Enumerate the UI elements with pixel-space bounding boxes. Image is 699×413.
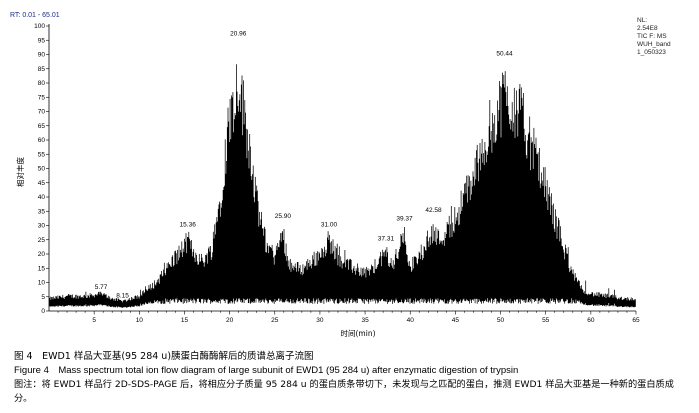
peak-label: 20.96 [230,30,247,37]
y-tick-label: 35 [38,208,46,215]
x-tick-label: 65 [632,317,640,324]
y-tick-label: 10 [38,280,46,287]
x-tick-label: 20 [226,317,234,324]
info-line: TIC F: MS [637,33,667,40]
figure-caption-zh: 图 4 EWD1 样品大亚基(95 284 u)胰蛋白酶酶解后的质谱总离子流图 [14,351,314,362]
x-tick-label: 55 [542,317,550,324]
y-tick-label: 30 [38,223,46,230]
y-tick-label: 70 [38,109,46,116]
y-tick-label: 50 [38,166,46,173]
info-block: NL: 2.54E8 TIC F: MS WUH_band 1_050323 [637,17,671,56]
x-tick-label: 45 [452,317,460,324]
y-tick-label: 80 [38,80,46,87]
figure-note: 图注：将 EWD1 样品行 2D-SDS-PAGE 后，将相应分子质量 95 2… [14,379,674,404]
x-tick-label: 40 [407,317,415,324]
peak-label: 42.58 [425,207,442,214]
y-tick-label: 95 [38,37,46,44]
y-tick-label: 75 [38,94,46,101]
y-tick-label: 20 [38,251,46,258]
figure-caption-en: Figure 4 Mass spectrum total ion flow di… [14,365,519,376]
y-tick-label: 40 [38,194,46,201]
y-tick-label: 90 [38,52,46,59]
x-tick-label: 30 [316,317,324,324]
x-tick-label: 5 [92,317,96,324]
y-tick-label: 45 [38,180,46,187]
x-axis-label: 时间(min) [341,328,376,338]
rt-range-label: RT: 0.01 - 65.01 [10,12,60,19]
info-line: 2.54E8 [637,25,658,32]
peak-label: 39.37 [396,216,413,223]
peak-label: 5.77 [95,284,108,291]
y-tick-label: 15 [38,265,46,272]
y-tick-label: 0 [41,308,45,315]
x-tick-label: 35 [361,317,369,324]
y-tick-label: 65 [38,123,46,130]
peak-label: 25.90 [275,213,292,220]
x-tick-label: 60 [587,317,595,324]
x-tick-label: 25 [271,317,279,324]
x-tick-label: 10 [136,317,144,324]
peak-label: 50.44 [496,50,513,57]
y-axis-label: 相对丰度 [15,157,25,187]
peak-label: 8.15 [116,293,129,300]
y-tick-label: 55 [38,151,46,158]
y-tick-label: 100 [34,23,45,30]
x-tick-label: 15 [181,317,189,324]
info-line: 1_050323 [637,49,666,56]
peak-label: 15.36 [180,221,197,228]
peak-label: 37.31 [378,236,395,243]
x-tick-label: 50 [497,317,505,324]
info-line: WUH_band [637,41,671,48]
y-tick-label: 5 [41,294,45,301]
chromatogram-chart: RT: 0.01 - 65.01 NL: 2.54E8 TIC F: MS WU… [10,12,671,338]
y-tick-label: 25 [38,237,46,244]
y-tick-label: 60 [38,137,46,144]
peak-label: 31.00 [321,221,338,228]
tic-signal [49,64,636,308]
info-line: NL: [637,17,647,24]
y-tick-label: 85 [38,66,46,73]
